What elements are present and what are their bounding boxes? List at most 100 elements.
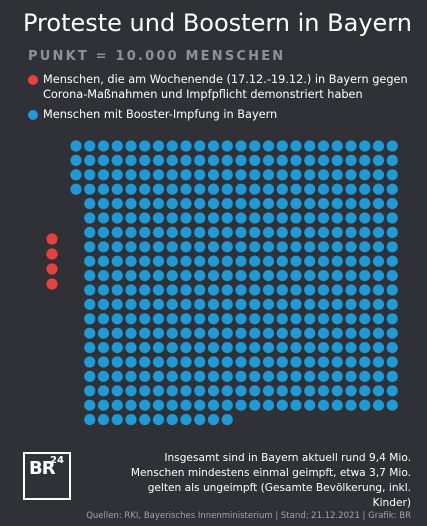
legend-dot-protest [28,75,38,85]
booster-dot [221,284,233,296]
booster-dot [207,183,220,195]
booster-dot [249,298,261,310]
booster-dot [290,154,302,166]
booster-dot [139,370,151,382]
booster-dot [304,385,316,397]
booster-dot [249,183,261,195]
booster-dot [194,140,206,152]
booster-dot [207,399,220,411]
booster-dot [152,313,165,325]
booster-dot [152,284,165,296]
booster-dot [97,298,110,310]
booster-dot [235,356,247,368]
booster-dot [276,198,288,210]
booster-dot [345,399,357,411]
booster-dot [194,385,206,397]
booster-dot [345,226,357,238]
booster-dot [372,154,385,166]
booster-dot [97,399,110,411]
booster-dot [262,212,275,224]
booster-dot [304,342,316,354]
booster-dot [317,212,330,224]
booster-dot [290,327,302,339]
booster-dot [207,327,220,339]
booster-dot [386,212,398,224]
booster-dot [84,356,96,368]
booster-dot [290,370,302,382]
booster-dot [152,298,165,310]
booster-dot [345,154,357,166]
booster-dot [317,342,330,354]
booster-dot [331,327,343,339]
booster-dot [262,183,275,195]
booster-dot [139,298,151,310]
booster-dot [152,370,165,382]
booster-dot [97,270,110,282]
booster-dot [304,284,316,296]
booster-dot [304,255,316,267]
booster-dot [125,241,137,253]
booster-dot [386,399,398,411]
booster-dot [317,356,330,368]
booster-dot [125,399,137,411]
booster-dot [125,154,137,166]
booster-dot [386,183,398,195]
booster-dot [359,270,371,282]
booster-dot [386,169,398,181]
booster-dot [304,183,316,195]
booster-dot [180,298,192,310]
booster-dot [304,327,316,339]
protest-dot [46,233,58,245]
booster-dot [290,140,302,152]
booster-dot [249,212,261,224]
booster-dot [84,140,96,152]
booster-dot [139,198,151,210]
booster-dot [111,169,123,181]
booster-dot [97,183,110,195]
booster-dot [194,370,206,382]
booster-dot [304,169,316,181]
booster-dot [276,399,288,411]
booster-dot [84,183,96,195]
legend: Menschen, die am Wochenende (17.12.-19.1… [28,72,418,127]
booster-dot [331,342,343,354]
booster-dot [372,212,385,224]
booster-dot [97,356,110,368]
booster-dot [372,284,385,296]
booster-dot [84,169,96,181]
booster-dot [111,212,123,224]
booster-dot [331,226,343,238]
protest-dot [46,248,58,260]
booster-dot [139,399,151,411]
booster-dot [262,284,275,296]
booster-dot [290,284,302,296]
booster-dot [345,385,357,397]
booster-dot [194,327,206,339]
booster-dot [372,370,385,382]
booster-dot [97,313,110,325]
booster-dot [372,241,385,253]
booster-dot [221,342,233,354]
booster-dot [166,226,178,238]
booster-dot [111,183,123,195]
booster-dot [317,169,330,181]
booster-dot [84,385,96,397]
booster-dot [331,241,343,253]
booster-dot [207,370,220,382]
booster-dot [372,226,385,238]
booster-dot [262,298,275,310]
chart-title: Proteste und Boostern in Bayern [23,9,412,37]
booster-dot [221,356,233,368]
booster-dot [152,270,165,282]
booster-dot [180,270,192,282]
booster-dot [180,385,192,397]
booster-dot [125,342,137,354]
booster-dot [290,198,302,210]
booster-dot [235,327,247,339]
booster-dot [235,140,247,152]
booster-dot [207,385,220,397]
booster-dot [345,198,357,210]
booster-dot [97,370,110,382]
booster-dot [111,370,123,382]
booster-dot [276,212,288,224]
